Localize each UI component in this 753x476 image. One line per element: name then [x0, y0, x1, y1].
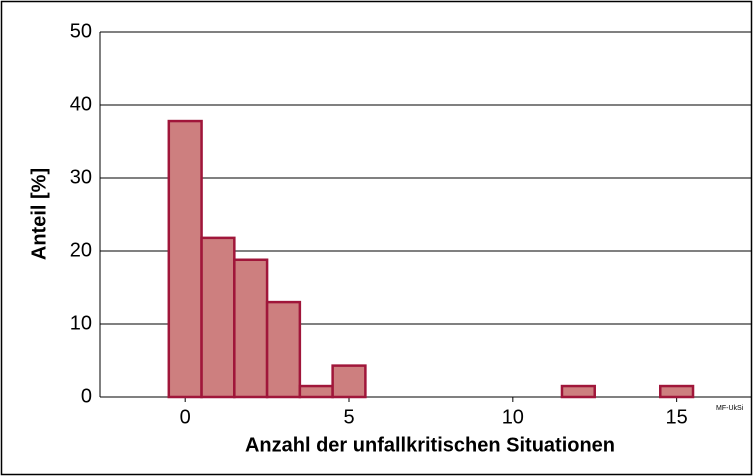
- bar: [331, 364, 367, 399]
- y-tick-label: 0: [81, 385, 92, 407]
- y-tick-label: 20: [70, 239, 92, 261]
- y-tick-label: 40: [70, 93, 92, 115]
- bar: [233, 258, 269, 399]
- y-tick-label: 10: [70, 312, 92, 334]
- x-tick-label: 15: [666, 406, 688, 428]
- bar: [167, 119, 203, 399]
- y-axis-label: Anteil [%]: [28, 168, 50, 260]
- x-tick-label: 10: [502, 406, 524, 428]
- annotation: MF-UkSi: [716, 405, 744, 412]
- x-axis-label: Anzahl der unfallkritischen Situationen: [245, 434, 615, 456]
- x-tick-label: 0: [180, 406, 191, 428]
- y-tick-label: 50: [70, 20, 92, 42]
- bar: [560, 384, 596, 399]
- y-tick-label: 30: [70, 166, 92, 188]
- bar: [659, 384, 695, 399]
- bar: [265, 300, 302, 399]
- x-tick-label: 5: [343, 406, 354, 428]
- bar: [298, 384, 334, 399]
- bar: [200, 236, 236, 399]
